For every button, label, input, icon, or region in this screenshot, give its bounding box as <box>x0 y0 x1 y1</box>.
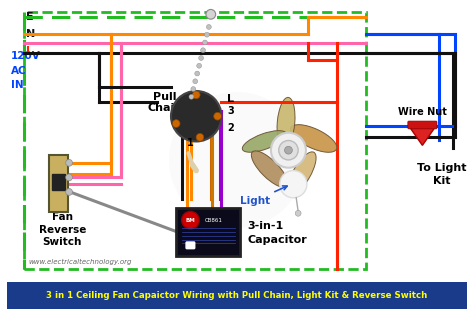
Circle shape <box>214 112 221 120</box>
Ellipse shape <box>288 152 316 195</box>
Circle shape <box>196 133 204 141</box>
Text: 3 in 1 Ceiling Fan Capaictor Wiring with Pull Chain, Light Kit & Reverse Switch: 3 in 1 Ceiling Fan Capaictor Wiring with… <box>46 291 428 300</box>
Text: L: L <box>228 94 234 104</box>
Ellipse shape <box>251 151 288 187</box>
Text: UL: UL <box>187 243 194 248</box>
FancyBboxPatch shape <box>176 208 240 256</box>
FancyBboxPatch shape <box>408 121 437 129</box>
Circle shape <box>191 87 196 91</box>
Circle shape <box>271 133 306 168</box>
Circle shape <box>206 24 211 29</box>
Circle shape <box>189 95 194 99</box>
Text: www.electricaltechnology.org: www.electricaltechnology.org <box>28 259 132 265</box>
Circle shape <box>169 92 305 228</box>
Text: Kit: Kit <box>433 176 451 186</box>
Circle shape <box>172 120 180 127</box>
Text: Capacitor: Capacitor <box>248 235 308 245</box>
Text: 120V: 120V <box>11 51 41 61</box>
Circle shape <box>192 91 200 99</box>
Circle shape <box>279 140 298 160</box>
Circle shape <box>295 210 301 216</box>
Text: CB861: CB861 <box>205 218 223 223</box>
Text: 1: 1 <box>187 138 193 149</box>
Circle shape <box>182 211 199 229</box>
Circle shape <box>206 9 216 19</box>
Ellipse shape <box>242 131 286 152</box>
Ellipse shape <box>277 97 295 148</box>
Text: Pull: Pull <box>154 92 177 102</box>
Text: AC: AC <box>11 66 27 76</box>
Circle shape <box>66 174 73 181</box>
Text: E: E <box>27 12 34 22</box>
Bar <box>25 12 366 269</box>
Circle shape <box>197 63 201 68</box>
Text: L: L <box>27 46 33 56</box>
Text: To Light: To Light <box>417 163 466 173</box>
Text: Reverse: Reverse <box>38 225 86 235</box>
Circle shape <box>284 146 292 154</box>
Circle shape <box>199 56 203 60</box>
Circle shape <box>280 171 307 198</box>
Text: 3: 3 <box>228 106 234 116</box>
FancyBboxPatch shape <box>52 174 65 191</box>
Circle shape <box>193 79 198 84</box>
FancyBboxPatch shape <box>49 154 68 212</box>
Circle shape <box>201 48 205 53</box>
Text: BM: BM <box>185 218 195 223</box>
Circle shape <box>66 188 73 195</box>
Circle shape <box>66 160 73 166</box>
Circle shape <box>204 32 210 37</box>
Text: IN: IN <box>11 80 23 90</box>
Bar <box>7 282 467 309</box>
Text: Chain: Chain <box>147 104 183 113</box>
Text: 3-in-1: 3-in-1 <box>248 221 284 231</box>
Text: Switch: Switch <box>43 237 82 247</box>
Circle shape <box>171 91 221 142</box>
Text: Fan: Fan <box>52 212 73 222</box>
Circle shape <box>202 40 208 45</box>
Text: Wire Nut: Wire Nut <box>398 107 447 117</box>
Ellipse shape <box>291 125 337 152</box>
Text: 2: 2 <box>228 123 234 133</box>
Circle shape <box>195 71 200 76</box>
Polygon shape <box>409 126 436 145</box>
Text: Light: Light <box>240 186 287 206</box>
Text: N: N <box>27 29 36 39</box>
